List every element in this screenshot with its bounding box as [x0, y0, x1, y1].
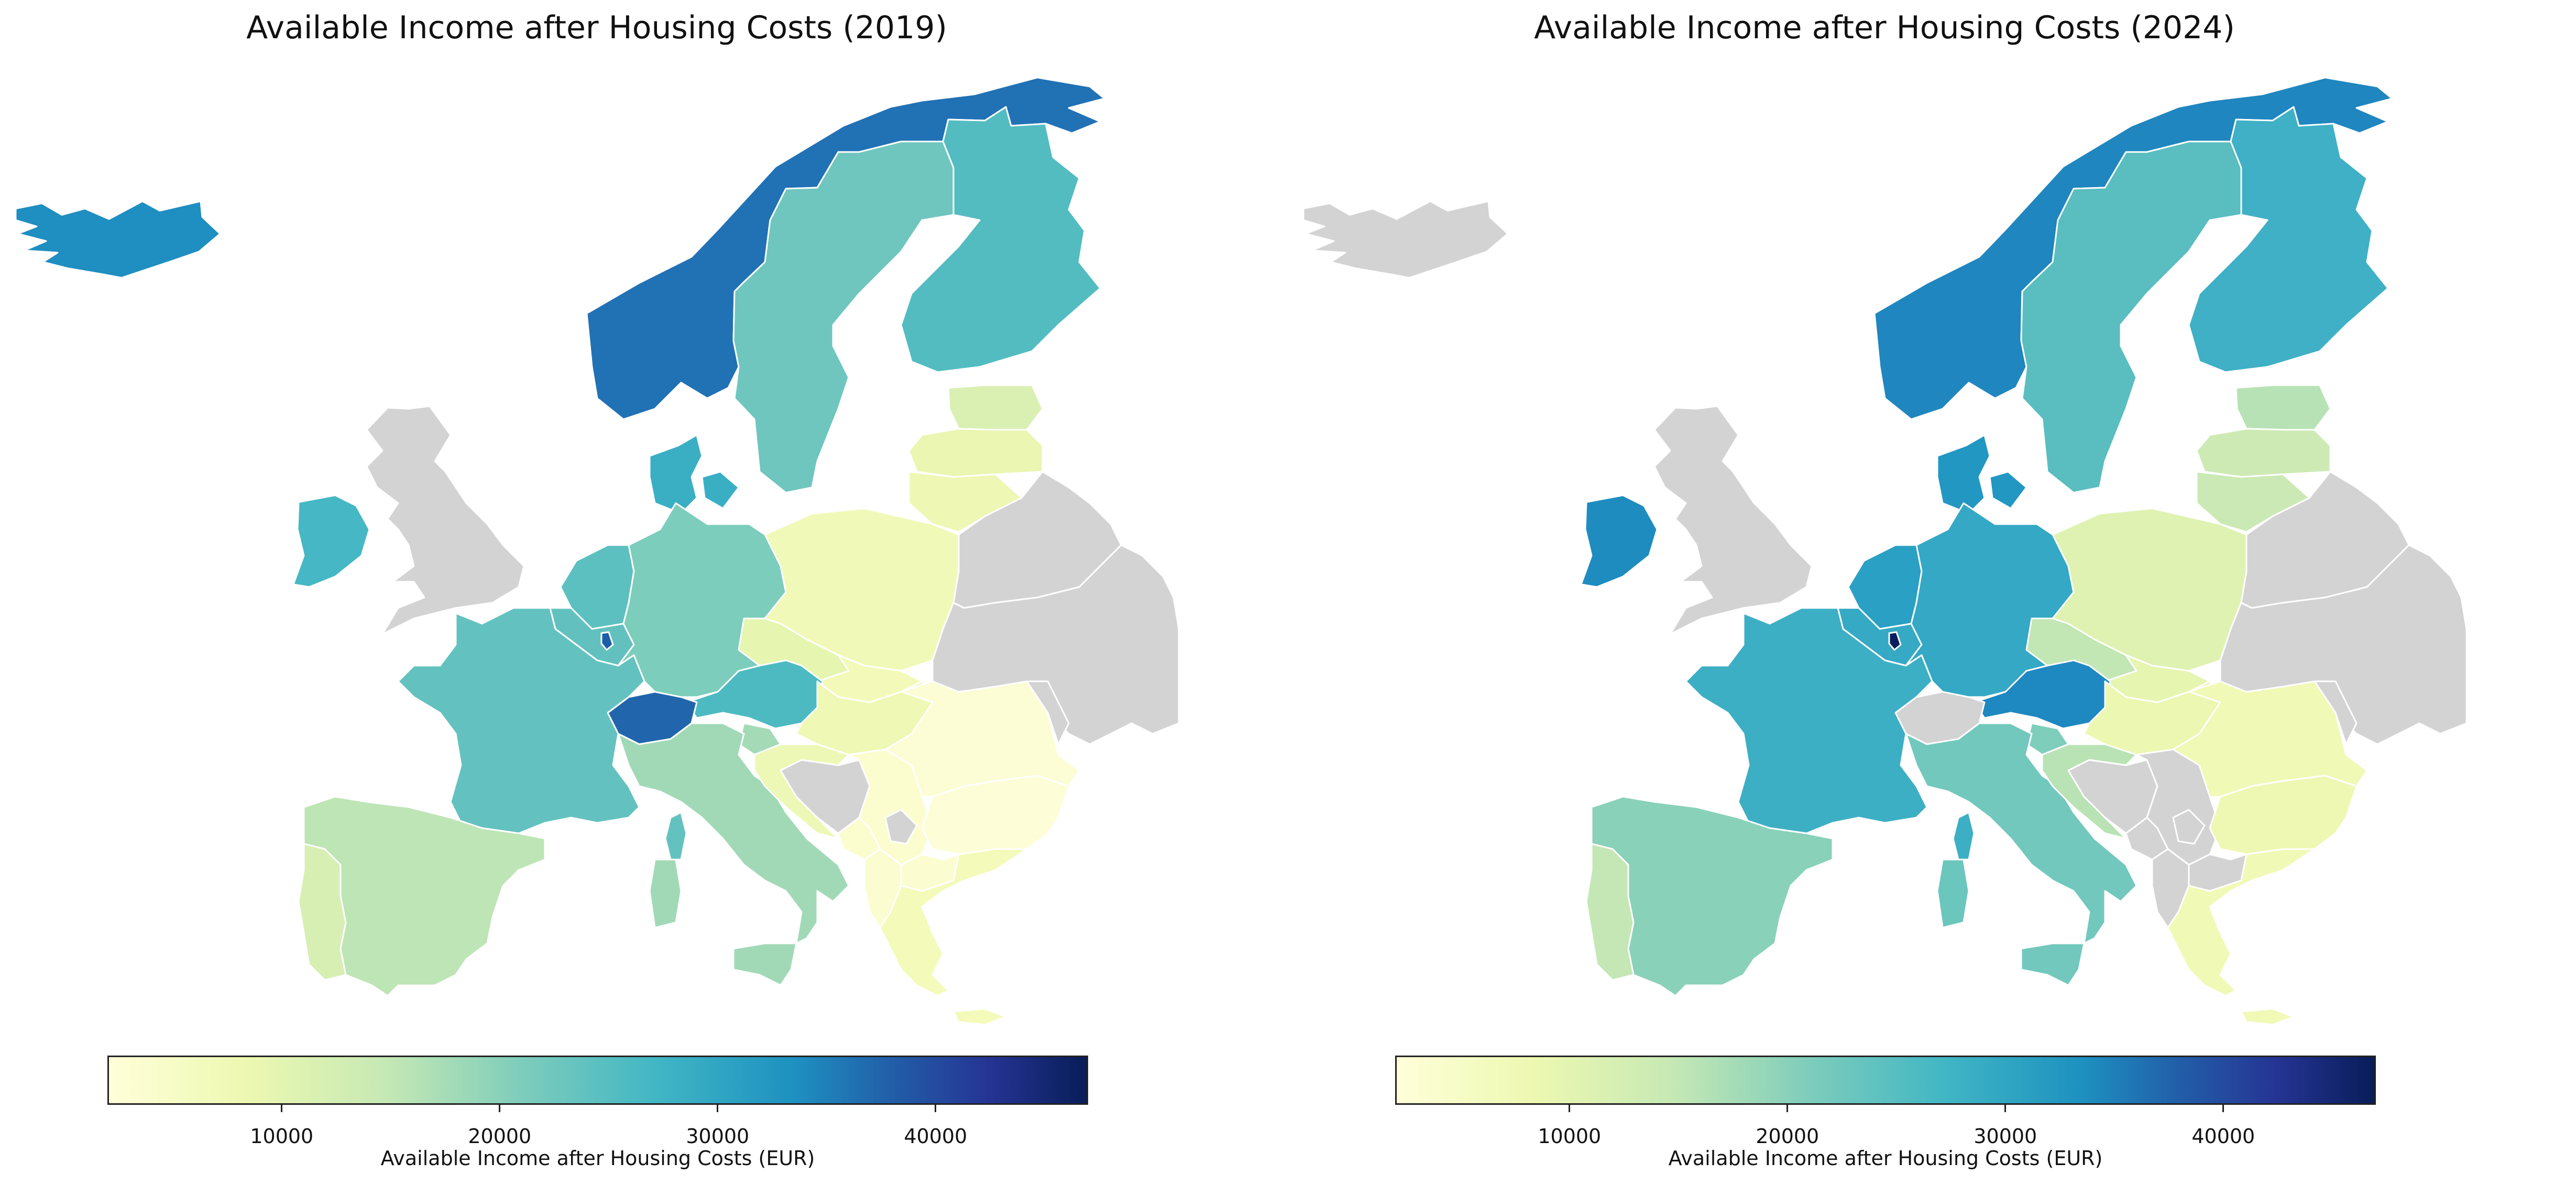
country-corsica	[1952, 811, 1975, 861]
country-sweden	[732, 140, 955, 494]
country-ireland	[1580, 494, 1658, 588]
country-luxembourg	[1888, 631, 1902, 651]
colorbar-tick	[2222, 1105, 2224, 1112]
choropleth-map	[1302, 77, 2468, 1026]
country-kosovo	[884, 809, 918, 845]
colorbar-tick	[1569, 1105, 1571, 1112]
map-panel-2024: Available Income after Housing Costs (20…	[1288, 0, 2575, 1185]
country-greece	[879, 848, 1028, 997]
country-portugal	[298, 843, 347, 981]
country-uk	[1653, 405, 1813, 635]
map-title: Available Income after Housing Costs (20…	[246, 9, 947, 46]
colorbar: 10000 20000 30000 40000	[107, 1056, 1088, 1148]
country-uk	[366, 405, 525, 635]
colorbar-tick-label: 20000	[468, 1125, 532, 1148]
country-italy	[617, 722, 850, 944]
country-corsica	[664, 811, 687, 861]
colorbar: 10000 20000 30000 40000	[1395, 1056, 2376, 1148]
country-finland	[2188, 106, 2389, 373]
country-poland	[2052, 507, 2248, 672]
country-luxembourg	[600, 631, 614, 651]
colorbar-tick	[717, 1105, 719, 1112]
colorbar-gradient	[1395, 1056, 2376, 1105]
country-iceland	[1302, 200, 1509, 279]
country-crete	[2240, 1008, 2295, 1026]
colorbar-tick-label: 10000	[250, 1125, 314, 1148]
country-moldova	[1026, 680, 1070, 745]
country-sardinia	[649, 858, 682, 929]
colorbar-tick-label: 30000	[1974, 1125, 2037, 1148]
country-france	[397, 607, 645, 834]
country-kosovo	[2172, 809, 2206, 845]
colorbar-tick-label: 20000	[1756, 1125, 1819, 1148]
country-bulgaria	[2209, 775, 2358, 855]
country-finland	[900, 106, 1101, 373]
country-poland	[764, 507, 960, 672]
map-title: Available Income after Housing Costs (20…	[1534, 9, 2235, 46]
country-bulgaria	[921, 775, 1070, 855]
country-estonia	[2235, 384, 2331, 431]
country-crete	[952, 1008, 1007, 1026]
choropleth-map	[15, 77, 1180, 1026]
colorbar-label: Available Income after Housing Costs (EU…	[380, 1147, 815, 1170]
colorbar-tick	[1786, 1105, 1789, 1112]
country-denmark	[1936, 434, 2027, 515]
country-portugal	[1585, 843, 1635, 981]
country-sweden	[2020, 140, 2242, 494]
country-estonia	[947, 384, 1044, 431]
country-ireland	[292, 494, 370, 588]
country-sardinia	[1936, 858, 1970, 929]
colorbar-label: Available Income after Housing Costs (EU…	[1668, 1147, 2103, 1170]
country-latvia	[2196, 428, 2331, 478]
colorbar-gradient	[107, 1056, 1088, 1105]
colorbar-tick	[281, 1105, 283, 1112]
colorbar-tick	[935, 1105, 937, 1112]
map-panel-2019: Available Income after Housing Costs (20…	[15, 9, 1180, 1170]
colorbar-tick-label: 30000	[686, 1125, 750, 1148]
country-iceland	[15, 200, 221, 279]
colorbar-tick-label: 40000	[2191, 1125, 2255, 1148]
colorbar-tick-label: 10000	[1538, 1125, 1602, 1148]
country-sicily	[732, 942, 797, 986]
country-greece	[2167, 848, 2316, 997]
country-moldova	[2314, 680, 2358, 745]
country-latvia	[908, 428, 1044, 478]
country-sicily	[2020, 942, 2085, 986]
country-italy	[1905, 722, 2137, 944]
country-denmark	[649, 434, 740, 515]
country-france	[1685, 607, 1933, 834]
colorbar-tick	[2004, 1105, 2007, 1112]
colorbar-tick	[499, 1105, 501, 1112]
colorbar-tick-label: 40000	[904, 1125, 968, 1148]
